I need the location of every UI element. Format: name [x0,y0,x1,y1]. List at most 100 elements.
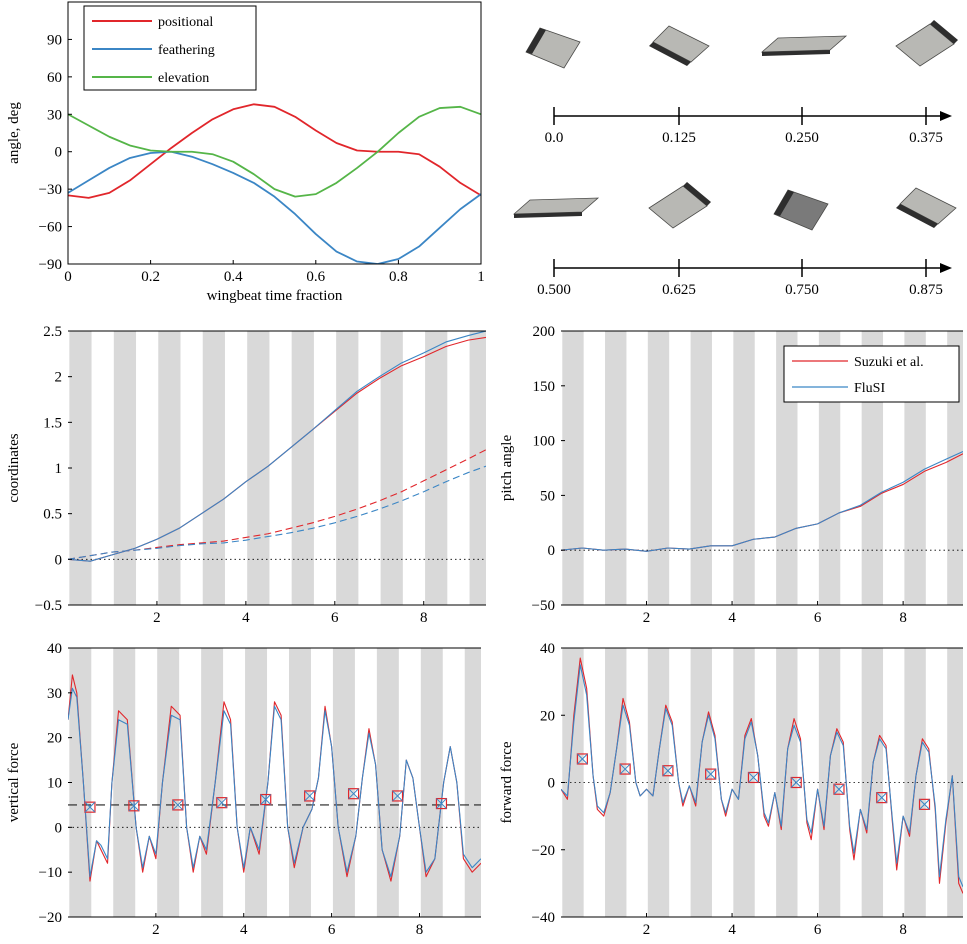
x-tick-label: 4 [240,922,248,938]
series-line-1 [68,150,481,264]
y-tick-label: 200 [533,324,556,340]
x-tick-label: 8 [420,610,428,626]
time-arrow-head [940,111,952,121]
y-tick-label: −90 [39,257,62,273]
y-tick-label: −20 [39,910,62,926]
downstroke-band [288,648,311,917]
period-average-marker [304,790,316,802]
wing-snapshot [895,20,958,67]
y-tick-label: −0.5 [35,598,62,614]
x-tick-label: 2 [153,610,161,626]
coordinates-panel: 2 4 6 8 −0.5 0 0.5 1 1.5 2 2.5 coordinates [6,324,486,626]
period-average-marker [747,771,760,784]
period-average-marker [662,765,674,777]
kinematics-legend: positional feathering elevation [83,5,257,91]
y-tick-label: 2 [55,370,63,386]
y-tick-label: 1.5 [43,415,62,431]
downstroke-band [733,331,755,605]
wing-snapshot [773,189,829,231]
time-axis-row-1: 0.500 0.625 0.750 0.875 [512,182,957,298]
y-tick-label: −40 [532,910,555,926]
wing-snapshot [760,35,848,56]
downstroke-band [113,648,136,917]
time-tick-label: 0.250 [785,130,819,146]
legend-label: FluSI [854,381,885,396]
period-average-marker [619,763,631,775]
downstroke-band [380,331,403,605]
time-tick-label: 0.875 [909,282,943,298]
period-average-marker [876,792,888,804]
y-tick-label: 100 [533,434,556,450]
time-arrow-head [940,263,952,273]
downstroke-band [605,331,627,605]
y-tick-label: −10 [39,865,62,881]
downstroke-band [201,648,224,917]
y-tick-label: 20 [47,731,62,747]
y-tick-label: 0.5 [43,507,62,523]
series-line-0 [561,657,963,894]
period-average-marker [435,797,448,810]
vertical-y-axis-label: vertical force [6,742,22,822]
downstroke-band [464,648,481,917]
downstroke-band [69,331,92,605]
period-average-marker [918,798,931,810]
series-line-1 [68,687,481,878]
period-average-marker [790,776,802,789]
kinematics-panel: 0 0.2 0.4 0.6 0.8 1 −90 −60 −30 0 30 60 90 angle, deg… [6,1,485,304]
period-average-marker [391,790,404,802]
series-line-1 [561,451,963,552]
wing-snapshot [896,187,957,228]
series-line-1 [68,331,486,562]
downstroke-band [420,648,443,917]
downstroke-band [562,648,584,917]
time-axis-row-0: 0.0 0.125 0.250 0.375 [525,20,958,146]
y-tick-label: 0 [55,552,63,568]
period-average-marker [172,799,184,811]
downstroke-band [245,648,268,917]
downstroke-band [247,331,270,605]
y-tick-label: 40 [47,641,62,657]
downstroke-band [376,648,399,917]
y-tick-label: −50 [532,598,555,614]
time-tick-label: 0.375 [909,130,943,146]
x-tick-label: 1 [477,269,485,285]
legend-label: feathering [158,43,215,58]
period-average-marker [833,783,845,795]
pitch-y-axis-label: pitch angle [499,435,515,502]
wing-snapshot [512,197,600,218]
pitch-legend: Suzuki et al. FluSI [783,345,960,403]
downstroke-band [947,648,963,917]
downstroke-band [202,331,225,605]
x-tick-label: 4 [728,922,736,938]
x-tick-label: 0.8 [389,269,408,285]
series-line-2 [68,105,481,198]
downstroke-band [425,331,448,605]
y-tick-label: 0 [55,145,63,161]
downstroke-band [336,331,359,605]
y-tick-label: 0 [55,820,63,836]
vertical-panel: 2 4 6 8 −20 −10 0 10 20 30 40 vertical force [6,641,481,938]
y-tick-label: 20 [540,708,555,724]
downstroke-band [818,648,841,917]
x-tick-label: 0.4 [224,269,243,285]
y-tick-label: 30 [47,686,62,702]
series-line-3 [68,465,486,560]
downstroke-band [332,648,355,917]
y-tick-label: 2.5 [43,324,62,340]
downstroke-band [157,648,180,917]
x-tick-label: 6 [331,610,339,626]
legend-label: positional [158,15,213,30]
downstroke-band [647,331,670,605]
downstroke-band [158,331,181,605]
y-tick-label: 150 [533,379,556,395]
x-tick-label: 2 [643,922,651,938]
y-tick-label: 10 [47,776,62,792]
wing-snapshot [649,25,710,66]
time-tick-label: 0.750 [785,282,819,298]
x-tick-label: 0.2 [141,269,160,285]
downstroke-band [291,331,314,605]
series-line-0 [68,103,481,199]
wing-snapshots-panel: 0.0 0.125 0.250 0.375 0.500 0.625 0.750 0.875 [512,20,958,298]
kinematics-x-axis-label: wingbeat time fraction [207,288,343,304]
